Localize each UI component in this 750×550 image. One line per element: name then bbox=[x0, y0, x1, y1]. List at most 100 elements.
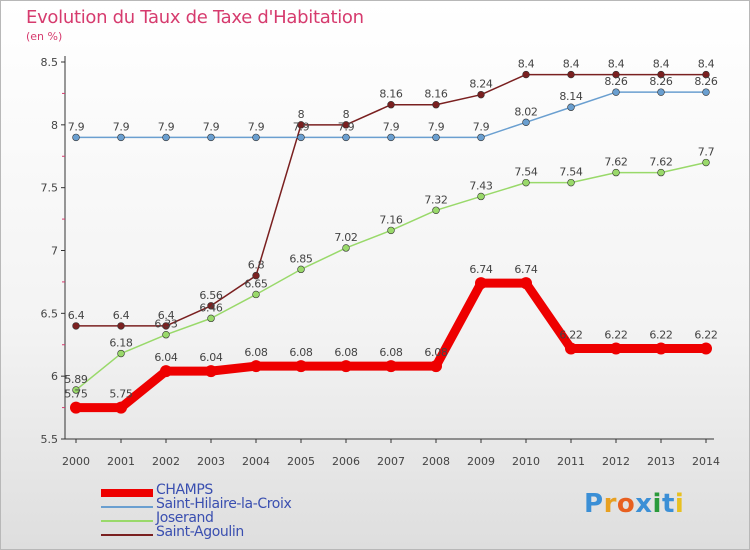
data-label-saint-hilaire-la-croix: 8.14 bbox=[559, 90, 583, 103]
data-label-saint-hilaire-la-croix: 8.26 bbox=[649, 75, 673, 88]
data-label-joserand: 7.43 bbox=[469, 179, 493, 192]
data-label-joserand: 6.85 bbox=[289, 252, 313, 265]
data-label-joserand: 7.62 bbox=[649, 156, 672, 169]
data-point-champs bbox=[700, 342, 712, 355]
data-point-saint-hilaire-la-croix bbox=[207, 133, 215, 142]
y-tick-label: 7.5 bbox=[41, 182, 59, 195]
legend-label: CHAMPS bbox=[156, 482, 213, 498]
data-point-saint-hilaire-la-croix bbox=[702, 88, 710, 96]
x-tick-label: 2001 bbox=[107, 455, 135, 468]
data-point-saint-agoulin bbox=[522, 70, 530, 79]
data-point-saint-hilaire-la-croix bbox=[567, 103, 575, 111]
data-point-saint-hilaire-la-croix bbox=[117, 133, 125, 142]
data-label-saint-agoulin: 8.16 bbox=[379, 88, 403, 101]
data-point-saint-hilaire-la-croix bbox=[477, 133, 485, 142]
data-point-joserand bbox=[387, 226, 395, 235]
data-label-champs: 5.75 bbox=[109, 388, 133, 401]
y-tick-label: 6 bbox=[51, 370, 58, 383]
data-label-joserand: 7.02 bbox=[334, 231, 357, 244]
data-point-saint-agoulin bbox=[207, 302, 215, 310]
chart-title: Evolution du Taux de Taxe d'Habitation bbox=[26, 7, 364, 28]
data-point-saint-hilaire-la-croix bbox=[387, 133, 395, 142]
data-point-saint-hilaire-la-croix bbox=[432, 133, 440, 142]
data-label-saint-hilaire-la-croix: 7.9 bbox=[248, 120, 265, 133]
data-label-champs: 6.04 bbox=[154, 351, 178, 364]
data-point-joserand bbox=[612, 168, 620, 177]
legend-label: Saint-Hilaire-la-Croix bbox=[156, 496, 292, 512]
legend-label: Saint-Agoulin bbox=[156, 524, 244, 540]
data-label-saint-hilaire-la-croix: 7.9 bbox=[113, 120, 130, 133]
data-point-saint-agoulin bbox=[612, 70, 620, 79]
data-label-saint-hilaire-la-croix: 7.9 bbox=[473, 120, 490, 133]
logo-letter: i bbox=[674, 489, 685, 519]
y-tick-label: 7 bbox=[51, 245, 58, 258]
data-point-champs bbox=[475, 277, 487, 290]
data-label-saint-agoulin: 8.4 bbox=[563, 58, 580, 71]
legend-swatch bbox=[101, 506, 153, 508]
x-tick-label: 2010 bbox=[512, 455, 540, 468]
data-label-saint-hilaire-la-croix: 8.02 bbox=[514, 105, 537, 118]
data-label-saint-agoulin: 8.16 bbox=[424, 88, 448, 101]
data-label-saint-agoulin: 8 bbox=[298, 108, 305, 121]
data-point-champs bbox=[70, 401, 82, 414]
data-point-saint-hilaire-la-croix bbox=[612, 88, 620, 96]
data-point-joserand bbox=[162, 330, 170, 339]
data-label-champs: 6.08 bbox=[379, 346, 403, 359]
data-point-joserand bbox=[297, 265, 305, 274]
data-point-champs bbox=[160, 365, 172, 378]
x-tick-label: 2000 bbox=[62, 455, 90, 468]
data-point-joserand bbox=[477, 192, 485, 201]
data-point-champs bbox=[250, 360, 262, 373]
legend-label: Joserand bbox=[156, 510, 214, 526]
legend-swatch bbox=[101, 520, 153, 522]
logo-letter: i bbox=[652, 489, 662, 519]
logo-letter: o bbox=[616, 489, 636, 519]
data-label-joserand: 7.62 bbox=[604, 156, 627, 169]
data-label-saint-agoulin: 6.4 bbox=[68, 309, 85, 322]
data-point-saint-hilaire-la-croix bbox=[252, 133, 260, 142]
y-tick-label: 8.5 bbox=[41, 56, 59, 69]
data-label-saint-agoulin: 8.4 bbox=[653, 58, 670, 71]
data-point-saint-agoulin bbox=[162, 322, 170, 330]
x-tick-label: 2007 bbox=[377, 455, 405, 468]
data-label-saint-hilaire-la-croix: 7.9 bbox=[338, 120, 355, 133]
data-label-joserand: 5.89 bbox=[64, 373, 88, 386]
data-point-saint-hilaire-la-croix bbox=[297, 133, 305, 142]
data-label-joserand: 6.65 bbox=[244, 277, 268, 290]
data-label-saint-agoulin: 6.56 bbox=[199, 289, 223, 302]
x-tick-label: 2008 bbox=[422, 455, 450, 468]
data-label-saint-hilaire-la-croix: 7.9 bbox=[203, 120, 220, 133]
data-label-joserand: 7.54 bbox=[559, 166, 583, 179]
data-point-champs bbox=[655, 342, 667, 355]
data-point-joserand bbox=[567, 178, 575, 187]
data-point-saint-agoulin bbox=[432, 101, 440, 109]
x-tick-label: 2012 bbox=[602, 455, 630, 468]
data-label-champs: 6.08 bbox=[244, 346, 268, 359]
data-point-champs bbox=[295, 360, 307, 373]
data-label-joserand: 7.16 bbox=[379, 213, 403, 226]
data-label-champs: 6.08 bbox=[334, 346, 358, 359]
data-point-joserand bbox=[522, 178, 530, 187]
logo-letter: r bbox=[603, 489, 617, 519]
data-label-saint-hilaire-la-croix: 7.9 bbox=[68, 120, 85, 133]
data-label-saint-hilaire-la-croix: 7.9 bbox=[293, 120, 310, 133]
x-tick-label: 2003 bbox=[197, 455, 225, 468]
y-tick-label: 5.5 bbox=[41, 433, 59, 446]
data-label-champs: 6.22 bbox=[649, 329, 672, 342]
y-axis-unit-label: (en %) bbox=[26, 30, 63, 43]
data-point-champs bbox=[385, 360, 397, 373]
data-point-champs bbox=[430, 360, 442, 373]
data-label-joserand: 7.54 bbox=[514, 166, 538, 179]
y-tick-label: 8 bbox=[51, 119, 58, 132]
data-label-saint-agoulin: 8 bbox=[343, 108, 350, 121]
x-tick-label: 2014 bbox=[692, 455, 720, 468]
logo-letter: P bbox=[584, 489, 604, 519]
data-label-saint-agoulin: 6.4 bbox=[158, 309, 175, 322]
data-point-saint-agoulin bbox=[477, 90, 485, 99]
data-label-saint-agoulin: 6.8 bbox=[248, 259, 265, 272]
y-tick-label: 6.5 bbox=[41, 307, 59, 320]
data-label-saint-agoulin: 8.4 bbox=[608, 58, 625, 71]
data-point-joserand bbox=[342, 244, 350, 252]
